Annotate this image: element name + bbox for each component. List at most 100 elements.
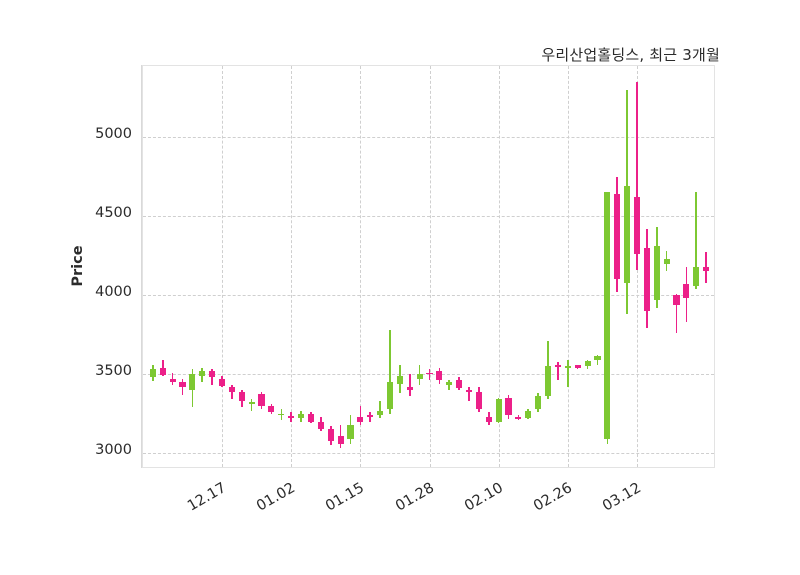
candle-body [465,389,473,392]
candle-body [327,429,334,442]
y-tick-label: 3500 [95,363,132,380]
gridline-horizontal [143,453,714,455]
candle-body [386,382,394,409]
y-tick-label: 4000 [95,284,132,301]
gridline-vertical [567,66,569,467]
candle-wick [596,355,599,365]
gridline-vertical [498,66,500,467]
candle-body [159,367,166,375]
candle-body [544,366,552,397]
candle-body [278,413,285,416]
candle-body [149,369,156,378]
gridline-horizontal [143,374,714,376]
candle-body [653,246,660,300]
candle-wick [389,329,391,414]
candle-body [683,284,690,299]
x-tick-label: 02.10 [461,480,506,515]
candle-body [179,382,186,387]
gridline-vertical [360,66,362,467]
candle-wick [567,359,569,387]
candle-body [614,194,621,280]
candle-body [624,186,631,283]
candle-body [456,380,463,389]
chart-title: 우리산업홀딩스, 최근 3개월 [541,46,720,64]
y-axis-spine [141,65,142,468]
candle-body [693,266,700,286]
y-axis-label: Price [70,245,86,287]
candle-body [436,371,443,381]
candle-body [525,410,532,418]
candle-body [347,424,354,439]
candle-body [505,397,512,416]
candle-body [248,401,255,405]
gridline-horizontal [143,295,714,297]
candle-body [673,295,680,305]
candle-wick [695,192,698,289]
candle-body [663,258,670,264]
candle-body [703,266,710,272]
candle-body [367,415,374,417]
candle-body [218,378,226,387]
candle-body [337,435,344,444]
candle-body [189,374,196,390]
candle-body [228,386,235,392]
candle-body [475,391,482,409]
gridline-vertical [222,66,224,467]
x-tick-label: 01.28 [392,480,437,515]
candle-body [604,192,611,439]
candle-body [554,365,561,368]
plot-area [142,65,715,468]
candle-wick [675,293,678,334]
candle-body [377,410,384,416]
x-tick-label: 12.17 [185,480,230,515]
gridline-horizontal [143,137,714,139]
y-tick-label: 3000 [95,442,132,459]
candle-wick [231,385,233,400]
candle-body [298,413,305,419]
candle-body [535,396,542,409]
gridline-vertical [291,66,293,467]
candle-body [643,247,650,311]
x-tick-label: 01.02 [254,480,299,515]
candle-body [594,356,601,360]
candle-wick [636,81,638,270]
candle-body [446,382,453,386]
candle-wick [161,359,164,376]
candle-body [268,405,275,413]
candle-wick [408,374,411,397]
candle-body [574,365,581,368]
x-tick-label: 01.15 [323,480,368,515]
candle-wick [468,386,470,402]
x-tick-label: 03.12 [599,480,644,515]
candle-body [406,386,413,390]
candle-body [495,399,502,422]
candle-body [584,360,591,367]
y-tick-label: 5000 [95,126,132,143]
gridline-horizontal [143,216,714,218]
candle-body [396,375,403,384]
candle-body [357,416,364,422]
candle-body [426,372,433,375]
candle-body [317,421,324,430]
candle-body [199,371,206,376]
gridline-vertical [429,66,431,467]
candle-body [633,197,641,255]
candle-wick [557,361,559,381]
candle-body [564,366,571,368]
candle-wick [250,399,253,411]
candle-body [307,413,314,422]
y-tick-label: 4500 [95,205,132,222]
candle-body [258,393,265,406]
candle-body [238,391,245,402]
candle-body [209,371,216,378]
candle-wick [379,401,381,419]
candle-wick [428,369,431,381]
candle-body [515,416,522,420]
candle-body [416,374,423,379]
candle-body [169,378,176,383]
candle-wick [359,405,362,425]
candle-body [288,416,295,418]
x-tick-label: 02.26 [530,480,575,515]
candle-body [485,416,492,422]
